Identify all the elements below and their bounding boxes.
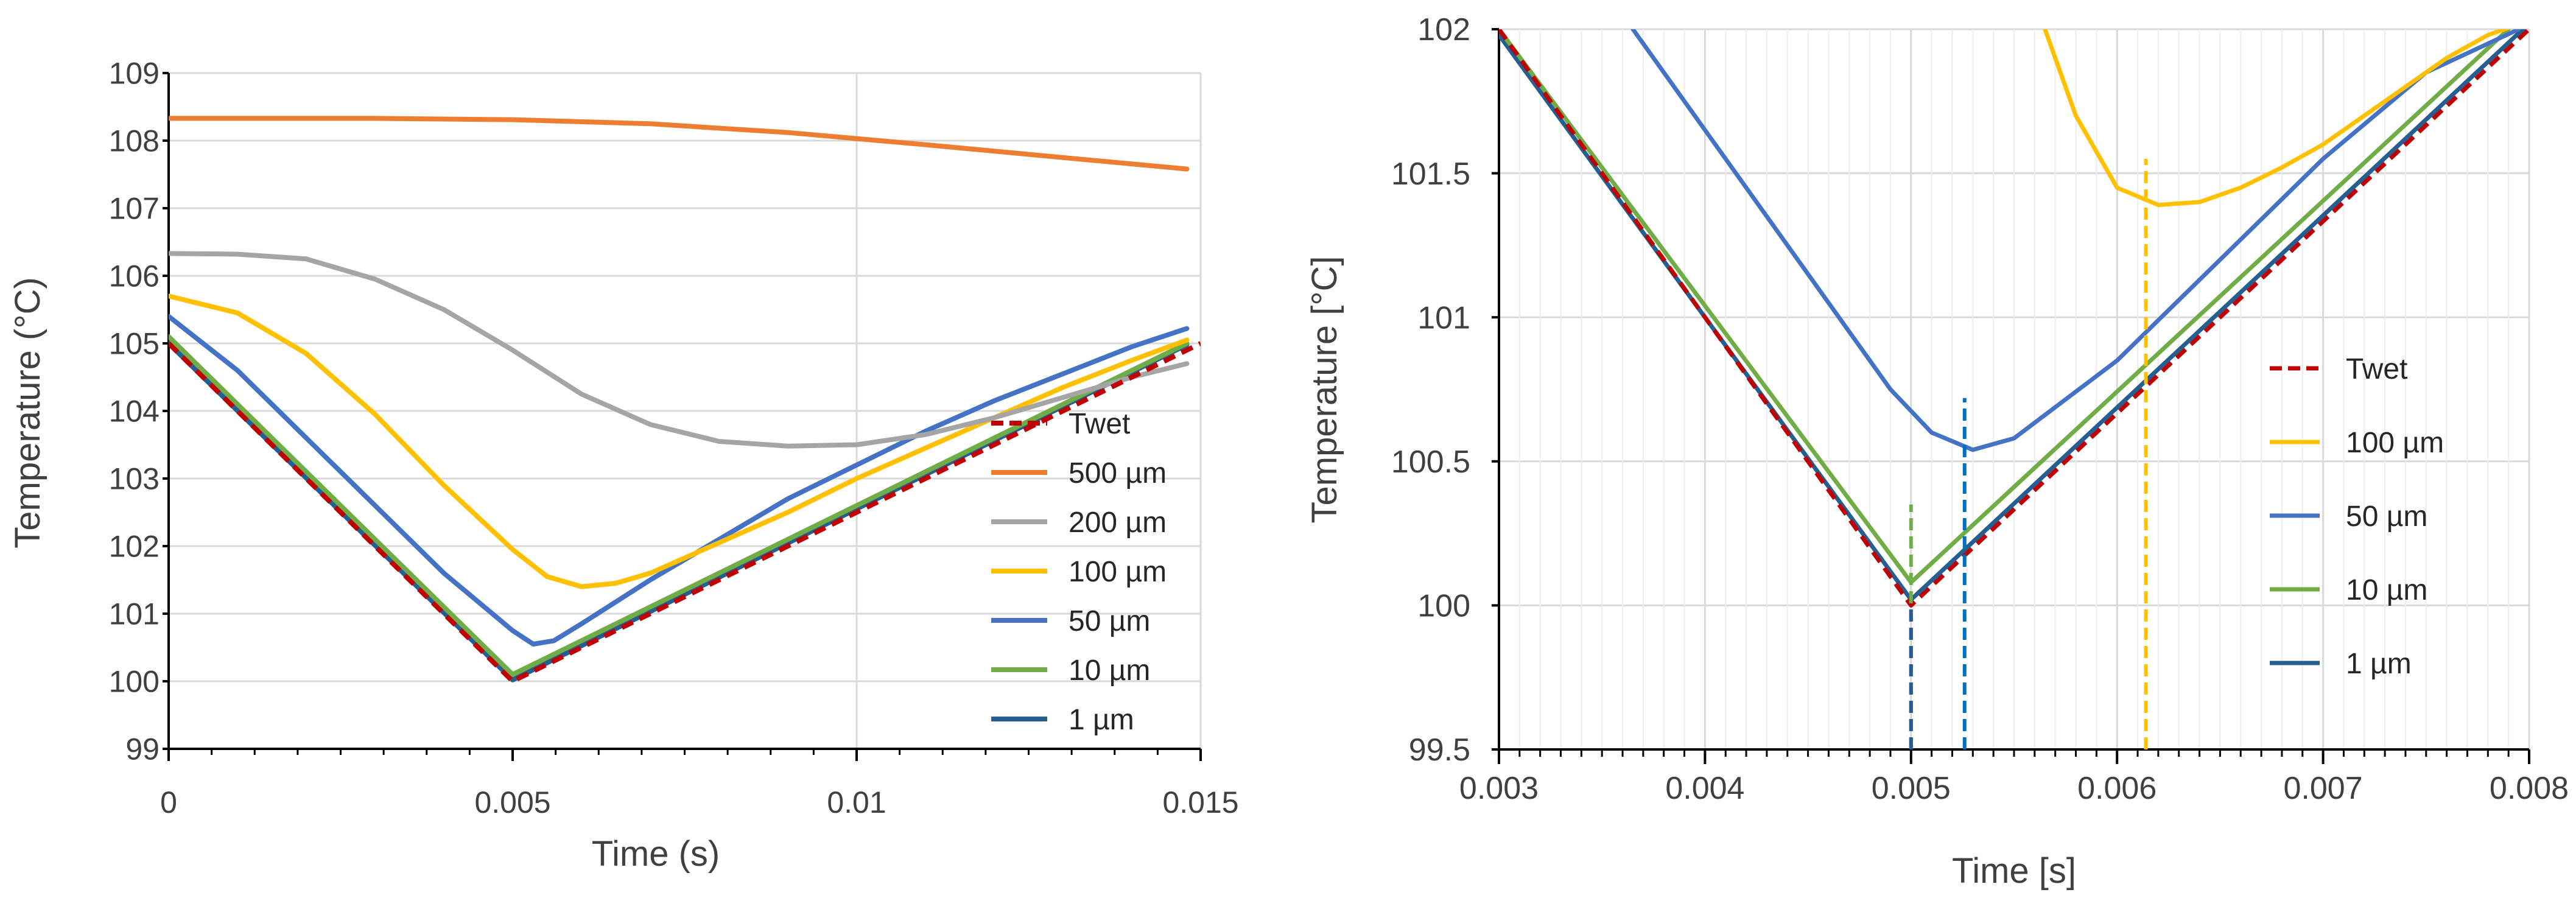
legend-label-twet: Twet xyxy=(2346,353,2407,385)
series-line-100-um xyxy=(169,293,1190,589)
y-tick-label: 100 xyxy=(109,665,160,699)
chart-left: 99 100 101 102 103 104 105 106 107 108 109 0 0.005 0.… xyxy=(8,57,1239,874)
legend-label-50-um: 50 µm xyxy=(2346,500,2427,533)
y-tick-label: 99.5 xyxy=(1409,732,1470,768)
legend-label-1-um: 1 µm xyxy=(1069,704,1134,736)
x-tick-label: 0.007 xyxy=(2284,771,2363,806)
series-line-50-um xyxy=(169,314,1190,647)
gridlines xyxy=(169,72,1202,750)
legend-label-twet: Twet xyxy=(1069,408,1130,440)
x-tick-label: 0.005 xyxy=(474,785,550,819)
series-line-twet xyxy=(169,341,1201,684)
minimum-markers xyxy=(1909,158,2148,749)
y-tick-label: 108 xyxy=(109,124,160,158)
y-tick-label: 100 xyxy=(1417,589,1470,624)
series-group xyxy=(169,116,1201,684)
chart-right: 99.5 100 100.5 101 101.5 102 0.003 0.004 0.005 0.… xyxy=(1305,12,2569,891)
x-tick-label: 0.015 xyxy=(1162,785,1238,819)
x-tick-label: 0.004 xyxy=(1665,771,1744,806)
y-tick-label: 103 xyxy=(109,462,160,496)
series-line-1-um xyxy=(169,341,1190,682)
series-line-50-um xyxy=(1630,29,2521,452)
y-tick-label: 106 xyxy=(109,259,160,293)
y-tick-label: 101 xyxy=(1417,300,1470,335)
x-axis-title: Time (s) xyxy=(592,834,720,874)
y-tick-label: 109 xyxy=(109,57,160,91)
series-line-500-um xyxy=(169,116,1190,172)
axes: 99 100 101 102 103 104 105 106 107 108 109 0 0.005 0.… xyxy=(109,57,1239,820)
series-line-twet xyxy=(1499,29,2529,608)
x-tick-label: 0.003 xyxy=(1459,771,1539,806)
series-line-200-um xyxy=(169,251,1190,449)
axes: 99.5 100 100.5 101 101.5 102 0.003 0.004 0.005 0.… xyxy=(1391,12,2569,806)
legend: Twet 100 µm 50 µm 10 µm 1 µm xyxy=(2270,353,2444,680)
legend-label-100-um: 100 µm xyxy=(2346,427,2444,459)
y-axis-title: Temperature [°C] xyxy=(1305,256,1344,523)
y-axis-title: Temperature (°C) xyxy=(8,277,47,548)
legend-label-200-um: 200 µm xyxy=(1069,507,1167,539)
x-tick-label: 0.01 xyxy=(827,785,886,819)
y-tick-label: 105 xyxy=(109,327,160,361)
y-tick-label: 101.5 xyxy=(1391,156,1470,192)
y-tick-label: 102 xyxy=(1417,12,1470,47)
legend-label-10-um: 10 µm xyxy=(2346,574,2427,606)
legend-label-1-um: 1 µm xyxy=(2346,648,2412,680)
x-tick-label: 0.006 xyxy=(2077,771,2157,806)
legend: Twet 500 µm 200 µm 100 µm 50 µm 10 µm 1 µm xyxy=(991,408,1167,736)
legend-label-50-um: 50 µm xyxy=(1069,605,1150,637)
legend-label-10-um: 10 µm xyxy=(1069,654,1150,687)
x-tick-label: 0 xyxy=(160,785,177,819)
series-line-100-um xyxy=(2043,29,2511,208)
gridlines xyxy=(1498,28,2530,751)
y-tick-label: 104 xyxy=(109,395,160,429)
y-tick-label: 100.5 xyxy=(1391,444,1470,480)
x-tick-label: 0.008 xyxy=(2490,771,2569,806)
legend-label-500-um: 500 µm xyxy=(1069,457,1167,489)
series-line-10-um xyxy=(1499,29,2511,584)
series-line-10-um xyxy=(169,334,1190,677)
legend-label-100-um: 100 µm xyxy=(1069,556,1167,588)
x-tick-label: 0.005 xyxy=(1872,771,1951,806)
y-tick-label: 99 xyxy=(125,732,160,766)
y-tick-label: 107 xyxy=(109,192,160,226)
x-axis-title: Time [s] xyxy=(1952,851,2076,891)
y-tick-label: 101 xyxy=(109,597,160,631)
y-tick-label: 102 xyxy=(109,530,160,564)
